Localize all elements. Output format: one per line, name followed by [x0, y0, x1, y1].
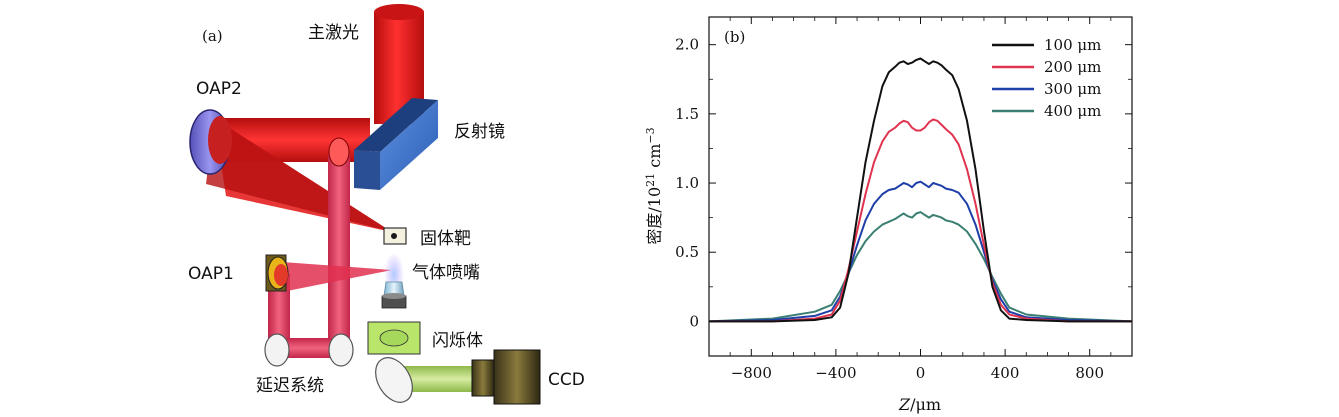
- y-axis-title: 密度/1021 cm−3: [644, 127, 664, 244]
- ccd-fold-mirror: [375, 357, 413, 403]
- series-line-400-um: [708, 211, 1133, 323]
- series-line-200-um: [709, 118, 1132, 323]
- legend-label: 100 μm: [1044, 36, 1101, 54]
- gas-nozzle: [381, 281, 407, 309]
- scintillator: [367, 321, 421, 355]
- label-oap2: OAP2: [196, 79, 242, 99]
- x-tick-label: 400: [991, 364, 1020, 382]
- label-scintillator: 闪烁体: [432, 331, 483, 351]
- y-axis-title-unit-exp: −3: [644, 127, 657, 143]
- x-tick-label: 800: [1075, 364, 1104, 382]
- pickoff-mirror: [328, 137, 350, 167]
- label-gas-nozzle: 气体喷嘴: [412, 263, 480, 283]
- solid-target: [383, 227, 407, 245]
- x-axis-title: Z/μm: [898, 395, 941, 414]
- oap2-mirror: [189, 109, 232, 175]
- delay-mirror-right: [328, 333, 354, 367]
- delay-mirror-left: [264, 333, 290, 367]
- y-axis-title-unit: cm: [645, 144, 664, 173]
- probe-beam: [282, 262, 392, 292]
- legend: 100 μm 200 μm 300 μm 400 μm: [992, 36, 1101, 120]
- x-axis-title-var: Z: [898, 395, 911, 414]
- y-tick-label: 1.0: [675, 174, 699, 192]
- x-tick-label: −800: [731, 364, 772, 382]
- label-oap1: OAP1: [188, 264, 234, 284]
- x-axis-title-unit: /μm: [910, 395, 941, 414]
- y-axis-title-main: 密度/10: [645, 187, 664, 245]
- oap1-mirror: [265, 254, 289, 292]
- label-solid-target: 固体靶: [420, 229, 471, 249]
- legend-label: 200 μm: [1044, 58, 1101, 76]
- label-mirror: 反射镜: [454, 122, 505, 142]
- legend-label: 300 μm: [1044, 80, 1101, 98]
- y-tick-label: 1.5: [675, 105, 699, 123]
- series-group: [708, 57, 1133, 323]
- y-axis-title-exp: 21: [644, 173, 657, 187]
- gas-plume: [384, 248, 404, 292]
- x-tick-label: −400: [815, 364, 856, 382]
- legend-label: 400 μm: [1044, 102, 1101, 120]
- mirror: [354, 98, 438, 190]
- ccd-camera: [471, 349, 541, 405]
- x-tick-label: 0: [916, 364, 926, 382]
- panel-a-tag: (a): [202, 27, 223, 45]
- series-line-300-um: [708, 180, 1133, 323]
- label-delay-system: 延迟系统: [256, 376, 324, 396]
- panel-b-density-chart: −800 −400 0 400 800 0 0.5 1.0 1.5 2.0 100 μm 200 μ…: [644, 16, 1133, 414]
- y-tick-label: 0: [689, 312, 699, 330]
- axis-ticks: −800 −400 0 400 800 0 0.5 1.0 1.5 2.0: [675, 17, 1133, 382]
- panel-b-tag: (b): [724, 28, 745, 46]
- label-ccd: CCD: [548, 370, 585, 390]
- panel-a-setup-diagram: (a) 主激光 OAP2 反射镜 固体靶 OAP1 气体喷嘴 闪烁体 CCD 延…: [188, 4, 585, 405]
- y-tick-label: 0.5: [675, 243, 699, 261]
- delay-line-beams: [268, 154, 350, 358]
- main-laser-beam: [374, 4, 424, 124]
- label-main-laser: 主激光: [308, 23, 359, 43]
- series-line-100-um: [709, 57, 1132, 323]
- y-tick-label: 2.0: [675, 36, 699, 54]
